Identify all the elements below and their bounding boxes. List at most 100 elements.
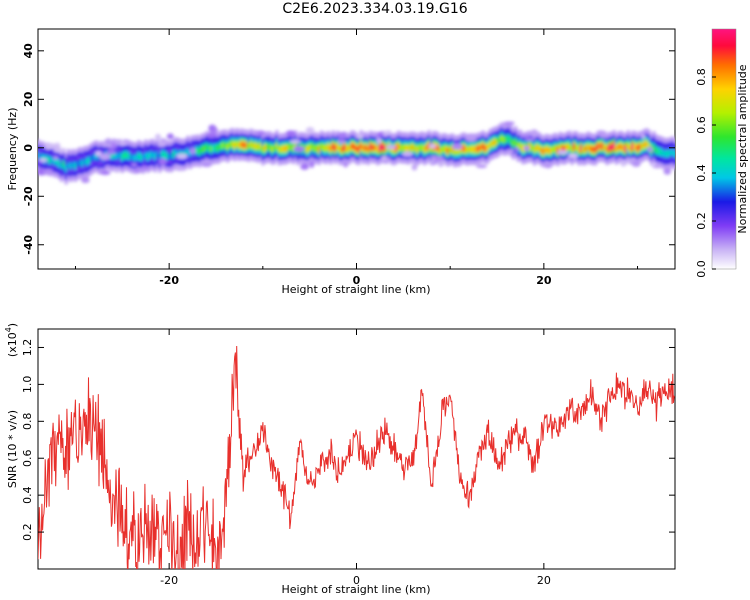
heatmap-cell: [636, 145, 640, 151]
heatmap-cell: [184, 151, 188, 157]
heatmap-speck: [293, 145, 305, 152]
heatmap-cell: [661, 150, 665, 156]
heatmap-cell: [57, 160, 61, 166]
heatmap-cell: [451, 146, 455, 152]
heatmap-speck: [465, 136, 477, 142]
spectrogram-heatmap: [38, 121, 675, 185]
heatmap-cell: [263, 145, 267, 151]
heatmap-cell: [366, 146, 370, 152]
heatmap-cell: [287, 144, 291, 150]
heatmap-cell: [593, 147, 598, 153]
snr-ylabel: SNR (10 * v/v): [6, 410, 19, 488]
heatmap-speck: [411, 163, 418, 171]
heatmap-cell: [537, 145, 541, 151]
heatmap-cell: [315, 145, 319, 151]
heatmap-cell: [514, 139, 518, 145]
snr-axes: -20 0 20 0.2 0.4 0.6 0.8 1.0 1.2: [21, 329, 675, 587]
heatmap-cell: [48, 158, 52, 163]
heatmap-cell: [237, 142, 242, 148]
heatmap-cell: [617, 144, 621, 150]
heatmap-speck: [519, 134, 530, 138]
heatmap-cell: [333, 145, 338, 151]
heatmap-cell: [88, 157, 92, 163]
heatmap-cell: [125, 152, 129, 158]
heatmap-cell: [643, 142, 647, 148]
heatmap-speck: [166, 133, 174, 140]
heatmap-cell: [556, 147, 560, 153]
heatmap-speck: [158, 158, 167, 165]
heatmap-speck: [338, 132, 347, 139]
heatmap-cell: [62, 161, 66, 167]
heatmap-cell: [141, 155, 146, 161]
snr-xtick-label: -20: [160, 574, 178, 587]
heatmap-speck: [385, 144, 397, 150]
heatmap-cell: [575, 144, 579, 150]
heatmap-cell: [294, 143, 298, 149]
heatmap-cell: [359, 143, 363, 149]
heatmap-cell: [376, 146, 380, 152]
heatmap-cell: [266, 144, 270, 150]
heatmap-cell: [118, 152, 122, 158]
heatmap-speck: [99, 171, 111, 175]
snr-multiplier: (x104): [4, 323, 19, 357]
heatmap-cell: [254, 143, 258, 149]
heatmap-cell: [554, 146, 558, 152]
heatmap-cell: [169, 153, 174, 159]
heatmap-cell: [584, 146, 588, 152]
heatmap-cell: [561, 146, 565, 152]
heatmap-cell: [619, 144, 623, 150]
heatmap-speck: [624, 158, 636, 162]
heatmap-cell: [228, 142, 232, 148]
heatmap-cell: [610, 145, 614, 150]
heatmap-cell: [476, 146, 480, 151]
heatmap-speck: [208, 124, 217, 132]
heatmap-speck: [300, 163, 309, 170]
svg-text:(x104): (x104): [4, 323, 19, 357]
heatmap-speck: [503, 121, 515, 125]
heatmap-cell: [577, 147, 581, 153]
heatmap-speck: [452, 143, 463, 150]
heatmap-speck: [508, 148, 514, 155]
colorbar: 0.0 0.2 0.4 0.6 0.8 Normalized spectral ampl…: [695, 28, 749, 278]
heatmap-cell: [97, 155, 101, 161]
heatmap-speck: [309, 161, 315, 168]
heatmap-cell: [221, 143, 225, 148]
heatmap-cell: [120, 154, 125, 160]
heatmap-speck: [476, 164, 488, 168]
heatmap-cell: [270, 146, 274, 152]
heatmap-cell: [364, 145, 368, 150]
heatmap-speck: [557, 149, 568, 155]
heatmap-speck: [416, 132, 428, 137]
heatmap-cell: [195, 147, 199, 153]
heatmap-cell: [251, 143, 256, 149]
heatmap-cell: [153, 154, 157, 159]
heatmap-cell: [479, 145, 483, 151]
heatmap-speck: [544, 164, 552, 169]
snr-multiplier-base: (x10: [6, 332, 19, 357]
heatmap-speck: [433, 156, 445, 162]
heatmap-cell: [488, 142, 492, 148]
heatmap-cell: [603, 144, 607, 150]
heatmap-cell: [109, 153, 113, 159]
heatmap-cell: [549, 148, 553, 154]
heatmap-cell: [448, 147, 452, 153]
heatmap-speck: [514, 147, 519, 152]
heatmap-cell: [45, 155, 50, 161]
heatmap-cell: [420, 144, 424, 150]
heatmap-cell: [132, 155, 136, 161]
heatmap-cell: [130, 154, 134, 160]
heatmap-cell: [305, 147, 310, 152]
heatmap-cell: [654, 147, 658, 153]
heatmap-speck: [631, 160, 641, 167]
heatmap-speck: [156, 140, 167, 148]
heatmap-cell: [486, 145, 490, 151]
heatmap-cell: [629, 146, 633, 151]
heatmap-speck: [206, 132, 218, 138]
heatmap-cell: [657, 148, 661, 154]
heatmap-cell: [413, 145, 417, 151]
snr-ytick-label: 1.0: [21, 376, 34, 394]
heatmap-speck: [568, 153, 578, 159]
heatmap-cell: [547, 147, 551, 153]
heatmap-cell: [352, 144, 356, 150]
heatmap-speck: [530, 129, 538, 136]
